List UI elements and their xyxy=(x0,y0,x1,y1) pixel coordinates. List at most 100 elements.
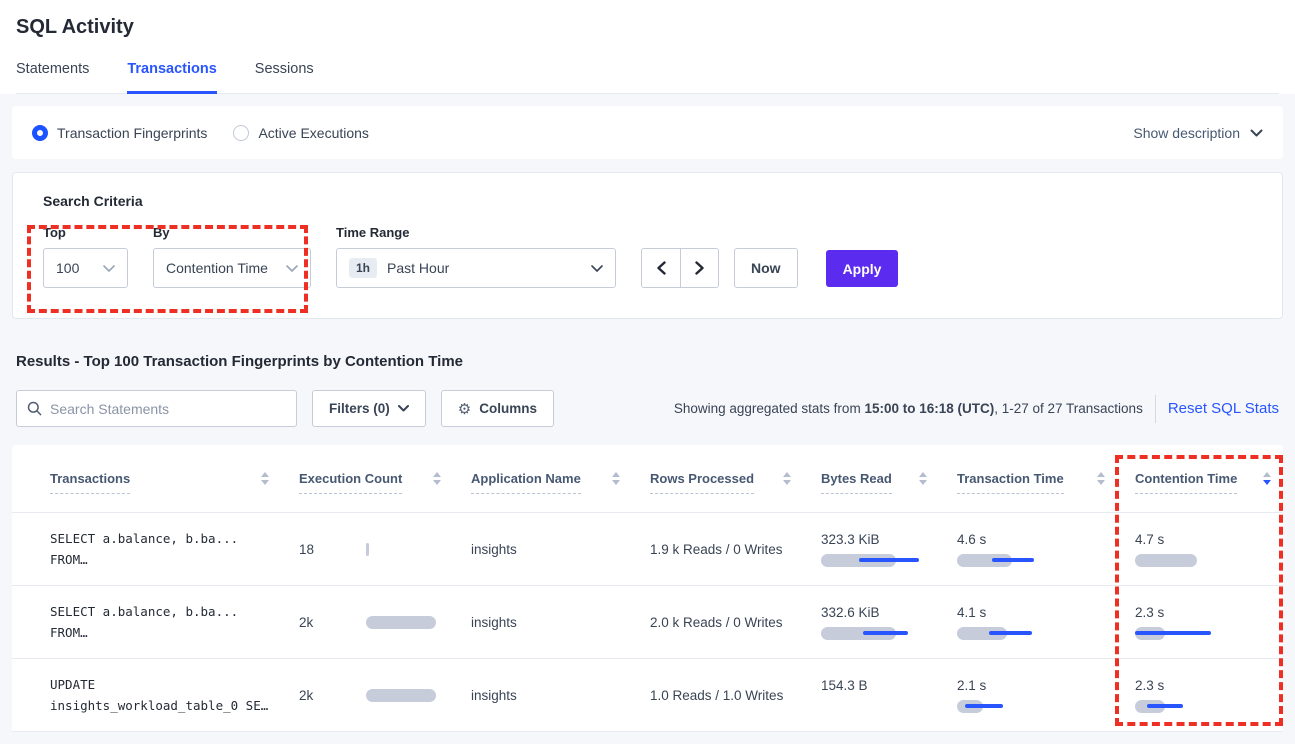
radio-transaction-fingerprints[interactable]: Transaction Fingerprints xyxy=(32,124,208,141)
transaction-fingerprint-link[interactable]: SELECT a.balance, b.ba... FROM… xyxy=(50,531,239,567)
chevron-down-icon xyxy=(397,405,409,412)
time-range-step-group xyxy=(641,248,719,288)
columns-button[interactable]: ⚙ Columns xyxy=(440,390,554,427)
sort-icon[interactable] xyxy=(261,472,269,485)
top-select[interactable]: 100 xyxy=(43,248,128,288)
transaction-time-bar xyxy=(957,626,1067,640)
by-label: By xyxy=(153,225,170,240)
transaction-time-cell: 2.1 s xyxy=(957,678,1135,713)
tab-sessions[interactable]: Sessions xyxy=(254,61,314,77)
page-title: SQL Activity xyxy=(16,16,134,38)
table-row[interactable]: SELECT a.balance, b.ba... FROM… 2k insig… xyxy=(12,586,1283,659)
column-header-contention-time[interactable]: Contention Time xyxy=(1135,471,1283,494)
table-header-row: Transactions Execution Count Application… xyxy=(12,445,1283,513)
sort-icon[interactable] xyxy=(783,472,791,485)
application-name-cell: insights xyxy=(471,687,517,703)
execution-count-bar xyxy=(366,688,471,702)
execution-count-cell: 2k xyxy=(299,688,471,703)
columns-label: Columns xyxy=(479,401,537,416)
radio-selected-icon[interactable] xyxy=(32,124,48,141)
bytes-read-bar xyxy=(821,626,931,640)
sort-icon[interactable] xyxy=(612,472,620,485)
contention-time-bar xyxy=(1135,553,1245,567)
column-header-transaction-time[interactable]: Transaction Time xyxy=(957,471,1135,494)
contention-time-bar xyxy=(1135,699,1245,713)
vertical-divider xyxy=(1154,394,1156,423)
column-header-rows-processed[interactable]: Rows Processed xyxy=(650,471,821,494)
by-select-value: Contention Time xyxy=(166,260,268,276)
search-criteria-controls: Top 100 By Contention Time Time Range 1h… xyxy=(43,225,1266,288)
results-heading: Results - Top 100 Transaction Fingerprin… xyxy=(16,353,464,370)
bytes-read-cell: 332.6 KiB xyxy=(821,605,957,640)
contention-time-cell: 4.7 s xyxy=(1135,532,1283,567)
chevron-down-icon xyxy=(103,264,115,272)
sort-icon[interactable] xyxy=(1097,472,1105,485)
column-header-application-name[interactable]: Application Name xyxy=(471,471,650,494)
previous-time-button[interactable] xyxy=(642,249,680,287)
apply-button[interactable]: Apply xyxy=(825,250,899,287)
time-range-select[interactable]: 1h Past Hour xyxy=(336,248,616,288)
time-range-badge: 1h xyxy=(349,258,378,278)
contention-time-cell: 2.3 s xyxy=(1135,605,1283,640)
search-icon xyxy=(27,401,42,416)
page-content: Transaction Fingerprints Active Executio… xyxy=(0,94,1295,744)
show-description-label: Show description xyxy=(1133,124,1240,141)
transactions-table: Transactions Execution Count Application… xyxy=(12,445,1283,732)
page-header: SQL Activity Statements Transactions Ses… xyxy=(0,0,1295,94)
bytes-read-cell: 154.3 B xyxy=(821,677,868,693)
application-name-cell: insights xyxy=(471,541,517,557)
chevron-down-icon xyxy=(1250,129,1263,136)
radio-active-executions[interactable]: Active Executions xyxy=(233,124,369,141)
time-range-value: Past Hour xyxy=(387,260,450,276)
reset-sql-stats-link[interactable]: Reset SQL Stats xyxy=(1167,400,1279,417)
transaction-fingerprint-link[interactable]: UPDATE insights_workload_table_0 SE… xyxy=(50,677,269,713)
search-box[interactable] xyxy=(16,390,297,427)
tab-bar: Statements Transactions Sessions xyxy=(16,61,1279,94)
time-range-field: Time Range 1h Past Hour xyxy=(336,225,616,288)
search-criteria-heading: Search Criteria xyxy=(43,193,143,209)
search-input[interactable] xyxy=(50,400,286,417)
by-select[interactable]: Contention Time xyxy=(153,248,311,288)
bytes-read-bar xyxy=(821,553,931,567)
column-header-transactions[interactable]: Transactions xyxy=(50,471,299,494)
column-header-execution-count[interactable]: Execution Count xyxy=(299,471,471,494)
top-label: Top xyxy=(43,225,66,240)
table-row[interactable]: SELECT a.balance, b.ba... FROM… 18 insig… xyxy=(12,513,1283,586)
chevron-down-icon xyxy=(286,264,298,272)
next-time-button[interactable] xyxy=(680,249,718,287)
show-description-toggle[interactable]: Show description xyxy=(1133,125,1263,141)
aggregated-stats-text: Showing aggregated stats from 15:00 to 1… xyxy=(673,401,1143,416)
execution-count-cell: 18 xyxy=(299,542,471,557)
sort-icon[interactable] xyxy=(433,472,441,485)
now-button[interactable]: Now xyxy=(734,248,798,288)
results-toolbar: Filters (0) ⚙ Columns Showing aggregated… xyxy=(16,390,1279,427)
radio-unselected-icon[interactable] xyxy=(233,124,250,141)
rows-processed-cell: 1.9 k Reads / 0 Writes xyxy=(650,541,783,557)
chevron-left-icon xyxy=(656,261,666,275)
radio-label: Active Executions xyxy=(258,124,369,141)
sort-icon[interactable] xyxy=(919,472,927,485)
radio-label: Transaction Fingerprints xyxy=(57,124,208,141)
execution-count-bar xyxy=(366,542,471,556)
stats-time-range: 15:00 to 16:18 (UTC) xyxy=(864,401,995,416)
transaction-time-cell: 4.1 s xyxy=(957,605,1135,640)
top-select-value: 100 xyxy=(56,260,80,276)
gear-icon: ⚙ xyxy=(457,400,472,418)
tab-transactions[interactable]: Transactions xyxy=(127,61,217,94)
transaction-fingerprint-link[interactable]: SELECT a.balance, b.ba... FROM… xyxy=(50,604,239,640)
contention-time-cell: 2.3 s xyxy=(1135,678,1283,713)
filters-label: Filters (0) xyxy=(329,401,390,416)
filters-button[interactable]: Filters (0) xyxy=(312,390,426,427)
by-field: By Contention Time xyxy=(153,225,311,288)
time-range-label: Time Range xyxy=(336,225,410,240)
chevron-down-icon xyxy=(591,264,603,272)
column-header-bytes-read[interactable]: Bytes Read xyxy=(821,471,957,494)
rows-processed-cell: 1.0 Reads / 1.0 Writes xyxy=(650,687,784,703)
transaction-time-bar xyxy=(957,699,1067,713)
sort-icon-descending[interactable] xyxy=(1263,472,1271,485)
execution-count-bar xyxy=(366,615,471,629)
contention-time-bar xyxy=(1135,626,1245,640)
top-field: Top 100 xyxy=(43,225,128,288)
tab-statements[interactable]: Statements xyxy=(16,61,90,77)
table-row[interactable]: UPDATE insights_workload_table_0 SE… 2k … xyxy=(12,659,1283,732)
